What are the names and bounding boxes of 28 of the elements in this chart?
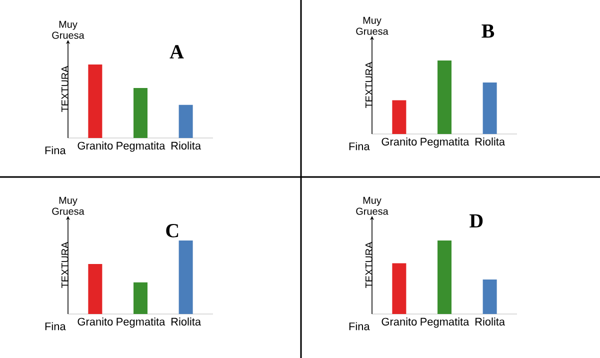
x-tick-label: Riolita: [475, 318, 506, 326]
x-tick-label: Pegmatita: [116, 142, 166, 152]
chart-title: C: [166, 224, 178, 238]
x-tick-label: Pegmatita: [420, 318, 470, 328]
x-tick-label: Riolita: [171, 318, 202, 326]
x-tick-label: Riolita: [171, 142, 202, 150]
x-tick-label: Granito: [78, 318, 113, 326]
y-axis-title: TEXTURA: [62, 242, 68, 288]
y-axis-title: TEXTURA: [62, 66, 68, 112]
x-tick-label: Granito: [382, 318, 417, 326]
y-axis-title: TEXTURA: [366, 242, 372, 288]
chart-title: D: [470, 214, 483, 228]
chart-title: B: [482, 24, 494, 38]
text: Fina: [45, 322, 66, 330]
text: Muy Gruesa: [52, 196, 84, 215]
text: Muy Gruesa: [52, 20, 84, 39]
text: Muy Gruesa: [356, 196, 388, 215]
chart-title: A: [170, 45, 184, 58]
x-tick-label: Granito: [382, 138, 417, 146]
x-tick-label: Pegmatita: [420, 138, 470, 148]
x-tick-label: Pegmatita: [116, 318, 166, 328]
x-tick-label: Granito: [78, 142, 113, 150]
y-axis-title: TEXTURA: [366, 62, 372, 108]
text: Muy Gruesa: [356, 16, 388, 35]
text: Fina: [45, 146, 66, 154]
text: Fina: [349, 322, 370, 330]
text: Fina: [349, 142, 370, 150]
x-tick-label: Riolita: [475, 138, 506, 146]
